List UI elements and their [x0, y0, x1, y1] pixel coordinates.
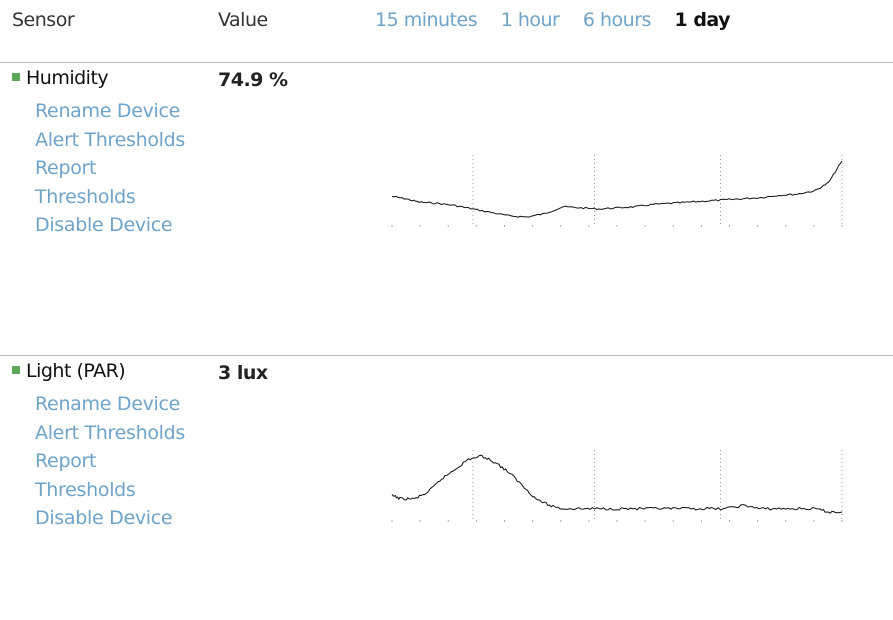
sensor-value: 3 lux — [218, 362, 268, 384]
series-line — [391, 160, 843, 218]
sensor-value: 74.9 % — [218, 69, 288, 91]
sensor-name: Light (PAR) — [12, 360, 126, 382]
status-indicator-icon — [12, 365, 20, 374]
series-line — [391, 454, 843, 514]
sensor-row-humidity: Humidity Rename Device Alert Thresholds … — [0, 63, 893, 356]
sensor-name-label: Light (PAR) — [26, 360, 126, 382]
alert-thresholds-link[interactable]: Alert Thresholds — [35, 128, 186, 151]
humidity-sparkline-chart — [391, 155, 843, 227]
sensor-name: Humidity — [12, 67, 109, 89]
time-range-selector: 15 minutes 1 hour 6 hours 1 day — [375, 9, 748, 31]
disable-device-link[interactable]: Disable Device — [35, 214, 173, 236]
sensor-name-label: Humidity — [26, 67, 109, 89]
report-thresholds-link[interactable]: Report Thresholds — [35, 157, 136, 208]
disable-device-link[interactable]: Disable Device — [35, 507, 173, 529]
time-range-15-minutes[interactable]: 15 minutes — [375, 9, 478, 31]
column-header-sensor: Sensor — [12, 9, 75, 31]
column-header-value: Value — [218, 9, 268, 31]
status-indicator-icon — [12, 72, 20, 81]
table-header: Sensor Value 15 minutes 1 hour 6 hours 1… — [0, 0, 893, 63]
light-sparkline-chart — [391, 450, 843, 522]
sensor-actions: Rename Device Alert Thresholds Report Th… — [35, 97, 195, 240]
time-range-1-hour[interactable]: 1 hour — [500, 9, 560, 31]
time-range-6-hours[interactable]: 6 hours — [582, 9, 652, 31]
sensor-actions: Rename Device Alert Thresholds Report Th… — [35, 390, 195, 533]
rename-device-link[interactable]: Rename Device — [35, 100, 181, 122]
alert-thresholds-link[interactable]: Alert Thresholds — [35, 421, 186, 444]
rename-device-link[interactable]: Rename Device — [35, 393, 181, 415]
sensor-row-light-par: Light (PAR) Rename Device Alert Threshol… — [0, 356, 893, 620]
report-thresholds-link[interactable]: Report Thresholds — [35, 450, 136, 501]
time-range-1-day[interactable]: 1 day — [674, 9, 731, 31]
